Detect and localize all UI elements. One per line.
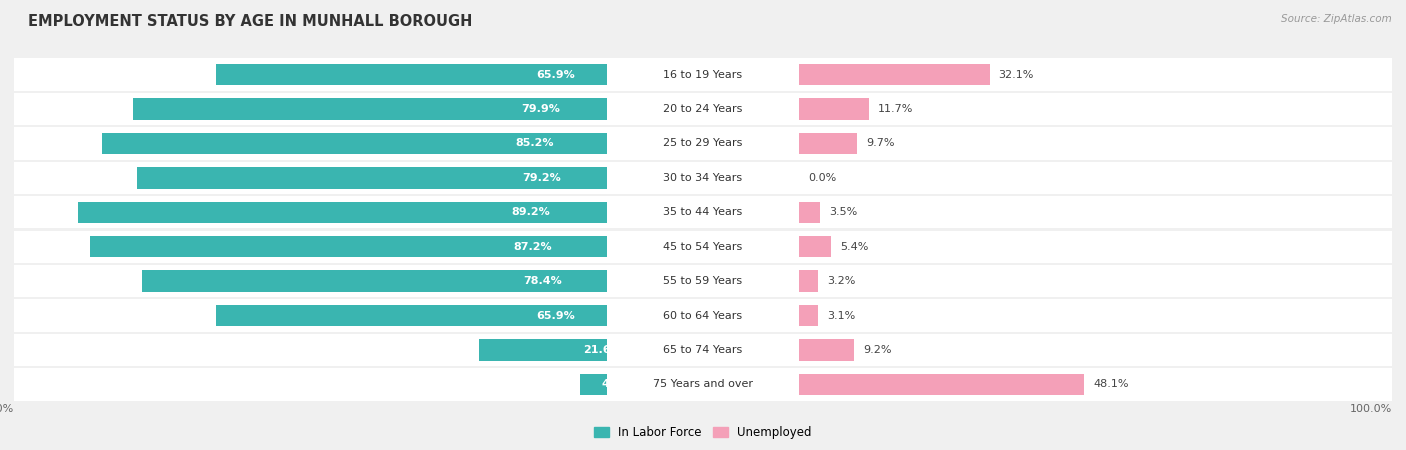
Text: 89.2%: 89.2% [512,207,550,217]
Text: 4.4%: 4.4% [602,379,633,389]
Text: 9.2%: 9.2% [863,345,891,355]
Bar [581,374,606,395]
Bar [800,374,1084,395]
Text: 45 to 54 Years: 45 to 54 Years [664,242,742,252]
FancyBboxPatch shape [14,162,606,194]
Bar [800,99,869,120]
Text: 100.0%: 100.0% [1350,404,1392,414]
FancyBboxPatch shape [800,127,1392,160]
Text: 85.2%: 85.2% [516,139,554,148]
Legend: In Labor Force, Unemployed: In Labor Force, Unemployed [589,422,817,444]
Text: 3.5%: 3.5% [830,207,858,217]
FancyBboxPatch shape [606,230,800,263]
FancyBboxPatch shape [606,93,800,125]
Text: EMPLOYMENT STATUS BY AGE IN MUNHALL BOROUGH: EMPLOYMENT STATUS BY AGE IN MUNHALL BORO… [28,14,472,28]
FancyBboxPatch shape [606,265,800,297]
Text: 5.4%: 5.4% [841,242,869,252]
Text: 78.4%: 78.4% [523,276,561,286]
Text: 75 Years and over: 75 Years and over [652,379,754,389]
FancyBboxPatch shape [14,58,606,91]
FancyBboxPatch shape [606,127,800,160]
FancyBboxPatch shape [800,368,1392,400]
FancyBboxPatch shape [14,196,606,229]
Bar [79,202,606,223]
Text: 0.0%: 0.0% [808,173,837,183]
FancyBboxPatch shape [606,162,800,194]
Text: Source: ZipAtlas.com: Source: ZipAtlas.com [1281,14,1392,23]
Text: 11.7%: 11.7% [877,104,912,114]
Bar [134,99,606,120]
Bar [800,305,818,326]
Text: 60 to 64 Years: 60 to 64 Years [664,310,742,320]
FancyBboxPatch shape [800,162,1392,194]
FancyBboxPatch shape [800,230,1392,263]
Text: 35 to 44 Years: 35 to 44 Years [664,207,742,217]
Text: 65.9%: 65.9% [536,70,575,80]
FancyBboxPatch shape [14,265,606,297]
Text: 3.1%: 3.1% [827,310,855,320]
Text: 55 to 59 Years: 55 to 59 Years [664,276,742,286]
Bar [800,64,990,86]
FancyBboxPatch shape [14,230,606,263]
FancyBboxPatch shape [800,93,1392,125]
FancyBboxPatch shape [606,334,800,366]
Text: 25 to 29 Years: 25 to 29 Years [664,139,742,148]
FancyBboxPatch shape [14,299,606,332]
Bar [478,339,606,360]
Bar [800,236,831,257]
Bar [217,64,606,86]
Bar [800,133,856,154]
FancyBboxPatch shape [606,368,800,400]
Bar [800,339,853,360]
FancyBboxPatch shape [14,334,606,366]
Text: 79.9%: 79.9% [522,104,560,114]
Text: 30 to 34 Years: 30 to 34 Years [664,173,742,183]
Text: 48.1%: 48.1% [1094,379,1129,389]
FancyBboxPatch shape [606,299,800,332]
Bar [142,270,606,292]
FancyBboxPatch shape [800,58,1392,91]
Text: 21.6%: 21.6% [583,345,623,355]
Text: 9.7%: 9.7% [866,139,894,148]
FancyBboxPatch shape [14,93,606,125]
Bar [138,167,606,189]
FancyBboxPatch shape [800,196,1392,229]
FancyBboxPatch shape [14,127,606,160]
FancyBboxPatch shape [606,58,800,91]
Text: 87.2%: 87.2% [513,242,553,252]
Bar [90,236,606,257]
Bar [800,270,818,292]
Text: 32.1%: 32.1% [998,70,1033,80]
Text: 20 to 24 Years: 20 to 24 Years [664,104,742,114]
Bar [800,202,820,223]
Text: 65 to 74 Years: 65 to 74 Years [664,345,742,355]
Text: 16 to 19 Years: 16 to 19 Years [664,70,742,80]
Text: 79.2%: 79.2% [522,173,561,183]
FancyBboxPatch shape [606,196,800,229]
FancyBboxPatch shape [14,368,606,400]
Text: 100.0%: 100.0% [0,404,14,414]
FancyBboxPatch shape [800,299,1392,332]
FancyBboxPatch shape [800,265,1392,297]
FancyBboxPatch shape [800,334,1392,366]
Text: 3.2%: 3.2% [827,276,856,286]
Text: 65.9%: 65.9% [536,310,575,320]
Bar [101,133,606,154]
Bar [217,305,606,326]
